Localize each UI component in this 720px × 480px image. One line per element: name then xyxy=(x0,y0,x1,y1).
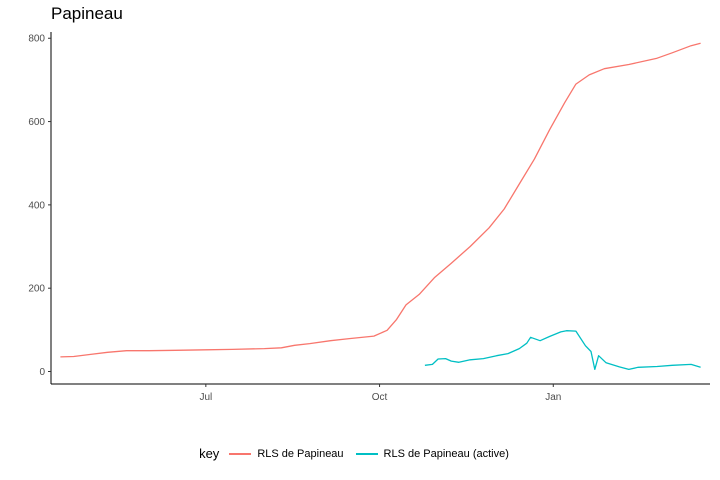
x-tick-label: Oct xyxy=(372,392,388,403)
legend-title: key xyxy=(199,446,220,461)
x-tick-label: Jan xyxy=(545,392,561,403)
y-tick-label: 200 xyxy=(28,284,45,295)
y-tick-label: 800 xyxy=(28,34,45,45)
legend-label-rls-papineau-active: RLS de Papineau (active) xyxy=(383,447,509,460)
series-lines xyxy=(60,42,701,371)
legend: key RLS de Papineau RLS de Papineau (act… xyxy=(0,446,720,461)
legend-item-rls-papineau-active: RLS de Papineau (active) xyxy=(355,447,509,460)
y-axis-ticks: 0 200 400 600 800 xyxy=(28,34,51,378)
series-line-rls-papineau-active xyxy=(424,330,701,371)
line-chart: 0 200 400 600 800 Jul Oct Jan xyxy=(28,32,710,403)
legend-swatch-rls-papineau xyxy=(229,452,252,455)
legend-label-rls-papineau: RLS de Papineau xyxy=(257,447,344,460)
y-tick-label: 600 xyxy=(28,117,45,128)
x-axis-ticks: Jul Oct Jan xyxy=(199,384,561,403)
chart-title: Papineau xyxy=(51,4,123,23)
legend-swatch-rls-papineau-active xyxy=(355,452,378,455)
x-tick-label: Jul xyxy=(199,392,212,403)
y-tick-label: 400 xyxy=(28,200,45,211)
series-line-rls-papineau xyxy=(60,42,701,358)
y-tick-label: 0 xyxy=(39,367,45,378)
legend-item-rls-papineau: RLS de Papineau xyxy=(229,447,344,460)
